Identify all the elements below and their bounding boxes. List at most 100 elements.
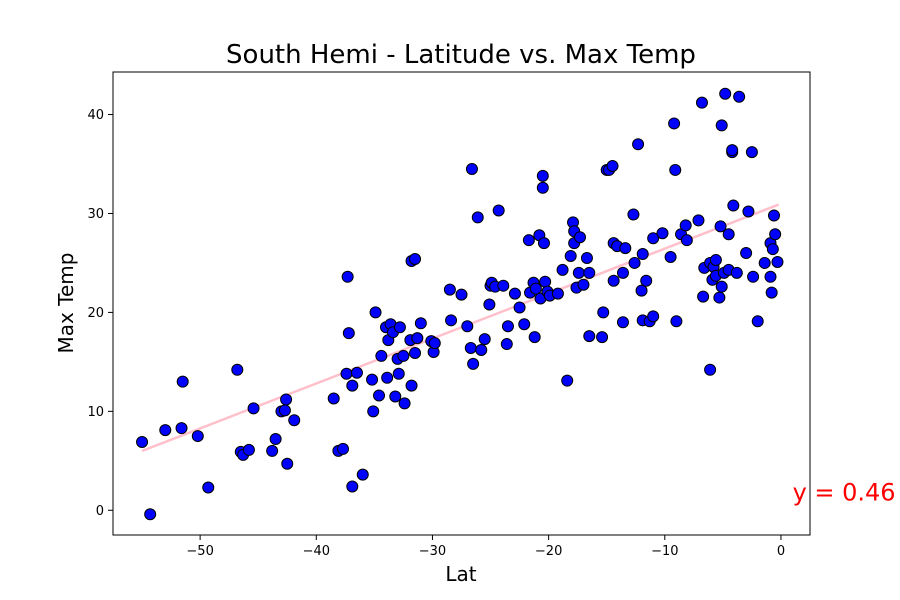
data-point [636, 248, 649, 261]
data-point [461, 320, 474, 333]
y-axis: 0 10 20 30 40 [87, 108, 113, 519]
data-point [572, 266, 585, 279]
data-point [202, 481, 215, 494]
data-point [508, 287, 521, 300]
data-point [583, 330, 596, 343]
data-point [341, 270, 354, 283]
y-tick-label: 10 [87, 405, 104, 420]
data-point [518, 318, 531, 331]
data-point [669, 163, 682, 176]
data-point [176, 375, 189, 388]
data-point [551, 287, 564, 300]
data-point [692, 214, 705, 227]
data-point [478, 333, 491, 346]
data-point [369, 306, 382, 319]
data-point [596, 331, 609, 344]
x-axis: −50 −40 −30 −20 −10 0 [186, 535, 785, 559]
data-point [616, 316, 629, 329]
data-point [758, 256, 771, 269]
data-point [346, 379, 359, 392]
data-point [697, 290, 710, 303]
data-point [606, 159, 619, 172]
data-point [670, 315, 683, 328]
regression-equation-annotation: y = 0.46 [793, 478, 896, 506]
x-axis-label: Lat [445, 562, 476, 586]
data-point [709, 253, 722, 266]
data-point [475, 343, 488, 356]
y-tick-label: 20 [87, 306, 104, 321]
data-point [713, 291, 726, 304]
data-point [411, 332, 424, 345]
data-point [522, 234, 535, 247]
y-tick-label: 30 [87, 207, 104, 222]
data-point [628, 256, 641, 269]
data-point [443, 283, 456, 296]
data-point [409, 346, 422, 359]
data-point [356, 468, 369, 481]
data-point [175, 422, 188, 435]
data-point [471, 211, 484, 224]
data-point [269, 433, 282, 446]
data-point [159, 424, 172, 437]
data-point [747, 270, 760, 283]
data-point [428, 337, 441, 350]
data-point [715, 280, 728, 293]
data-point [278, 404, 291, 417]
data-point [632, 138, 645, 151]
data-point [266, 444, 279, 457]
data-point [393, 321, 406, 334]
data-point [467, 357, 480, 370]
data-point [537, 237, 550, 250]
data-point [247, 402, 260, 415]
data-point [635, 284, 648, 297]
data-point [366, 373, 379, 386]
data-point [231, 363, 244, 376]
data-point [392, 367, 405, 380]
x-tick-label: −20 [535, 544, 562, 559]
data-point [528, 331, 541, 344]
data-point [144, 508, 157, 521]
data-point [191, 430, 204, 443]
data-point [564, 250, 577, 263]
data-point [375, 349, 388, 362]
data-point [373, 389, 386, 402]
data-point [409, 252, 422, 265]
data-point [619, 242, 632, 255]
data-point [242, 443, 255, 456]
y-tick-label: 40 [87, 108, 104, 123]
data-point [580, 251, 593, 264]
data-point [342, 327, 355, 340]
data-point [337, 442, 350, 455]
data-point [767, 209, 780, 222]
data-point [680, 234, 693, 247]
data-point [340, 367, 353, 380]
data-point [136, 436, 149, 449]
data-point [607, 274, 620, 287]
data-point [751, 315, 764, 328]
data-point [668, 117, 681, 130]
data-point [414, 317, 427, 330]
data-point [280, 393, 293, 406]
data-point [714, 220, 727, 233]
data-point [745, 146, 758, 159]
data-point [536, 181, 549, 194]
data-point [730, 266, 743, 279]
data-point [455, 288, 468, 301]
data-point [561, 374, 574, 387]
data-point [556, 263, 569, 276]
data-point [695, 96, 708, 109]
data-point [726, 144, 739, 157]
data-point [288, 414, 301, 427]
data-point [647, 310, 660, 323]
data-point [656, 227, 669, 240]
data-point [281, 457, 294, 470]
data-point [397, 349, 410, 362]
data-point [769, 228, 782, 241]
data-point [539, 275, 552, 288]
plot-frame [112, 71, 811, 536]
data-point [577, 278, 590, 291]
x-tick-label: 0 [777, 544, 785, 559]
data-point [465, 162, 478, 175]
data-point [727, 199, 740, 212]
